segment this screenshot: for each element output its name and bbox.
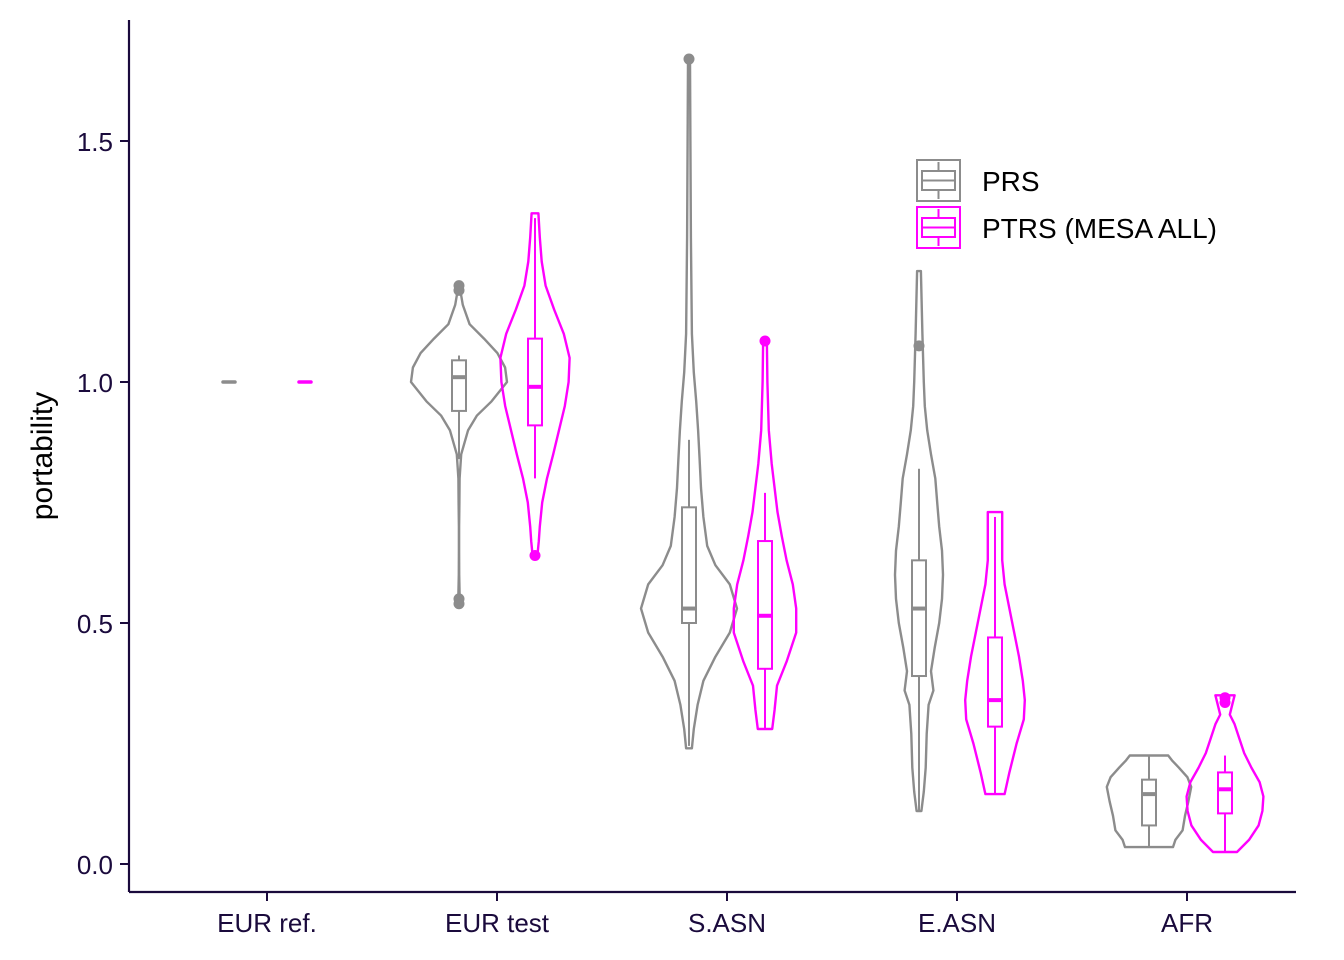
violin-group — [639, 53, 739, 750]
violin-shape — [893, 269, 945, 813]
violin-group — [964, 510, 1026, 796]
y-axis-ticks: 0.0 0.5 1.0 1.5 — [77, 127, 129, 880]
x-tick-label: AFR — [1161, 908, 1213, 938]
legend-item: PTRS (MESA ALL) — [916, 206, 1217, 249]
outlier-point — [683, 53, 695, 65]
box — [757, 540, 773, 670]
violin-group — [1105, 754, 1193, 849]
violin-shape — [964, 510, 1026, 796]
box — [987, 636, 1003, 728]
box — [1141, 778, 1157, 827]
box — [911, 559, 927, 678]
y-tick-label: 0.5 — [77, 609, 113, 639]
violin-group — [409, 280, 509, 610]
legend-item: PRS — [916, 159, 1040, 202]
legend: PRS PTRS (MESA ALL) — [916, 159, 1217, 249]
legend-label: PTRS (MESA ALL) — [982, 213, 1217, 244]
y-tick-label: 1.5 — [77, 127, 113, 157]
outlier-point — [529, 550, 541, 562]
violin-group — [732, 335, 798, 731]
violin-group — [1185, 692, 1265, 854]
violin-group — [893, 269, 945, 813]
axes — [127, 20, 1296, 894]
x-axis-ticks: EUR ref. EUR test S.ASN E.ASN AFR — [217, 892, 1213, 938]
box — [1217, 771, 1233, 815]
y-tick-label: 1.0 — [77, 368, 113, 398]
y-tick-label: 0.0 — [77, 850, 113, 880]
x-tick-label: EUR test — [445, 908, 550, 938]
box — [681, 506, 697, 625]
y-axis-label: portability — [26, 392, 59, 520]
x-tick-label: EUR ref. — [217, 908, 317, 938]
outlier-point — [453, 593, 465, 605]
plot-area — [221, 53, 1265, 854]
outlier-point — [453, 280, 465, 292]
x-tick-label: E.ASN — [918, 908, 996, 938]
legend-key-frame — [916, 159, 961, 202]
outlier-point — [759, 335, 771, 347]
box — [451, 359, 467, 412]
violin-shape — [1105, 754, 1193, 849]
box — [527, 337, 543, 427]
legend-key-frame — [916, 206, 961, 249]
outlier-point — [913, 340, 925, 352]
violin-shape — [1185, 694, 1265, 854]
outlier-point — [1219, 692, 1231, 704]
legend-label: PRS — [982, 166, 1040, 197]
x-tick-label: S.ASN — [688, 908, 766, 938]
violin-group — [499, 212, 571, 562]
violin-shape — [499, 212, 571, 557]
